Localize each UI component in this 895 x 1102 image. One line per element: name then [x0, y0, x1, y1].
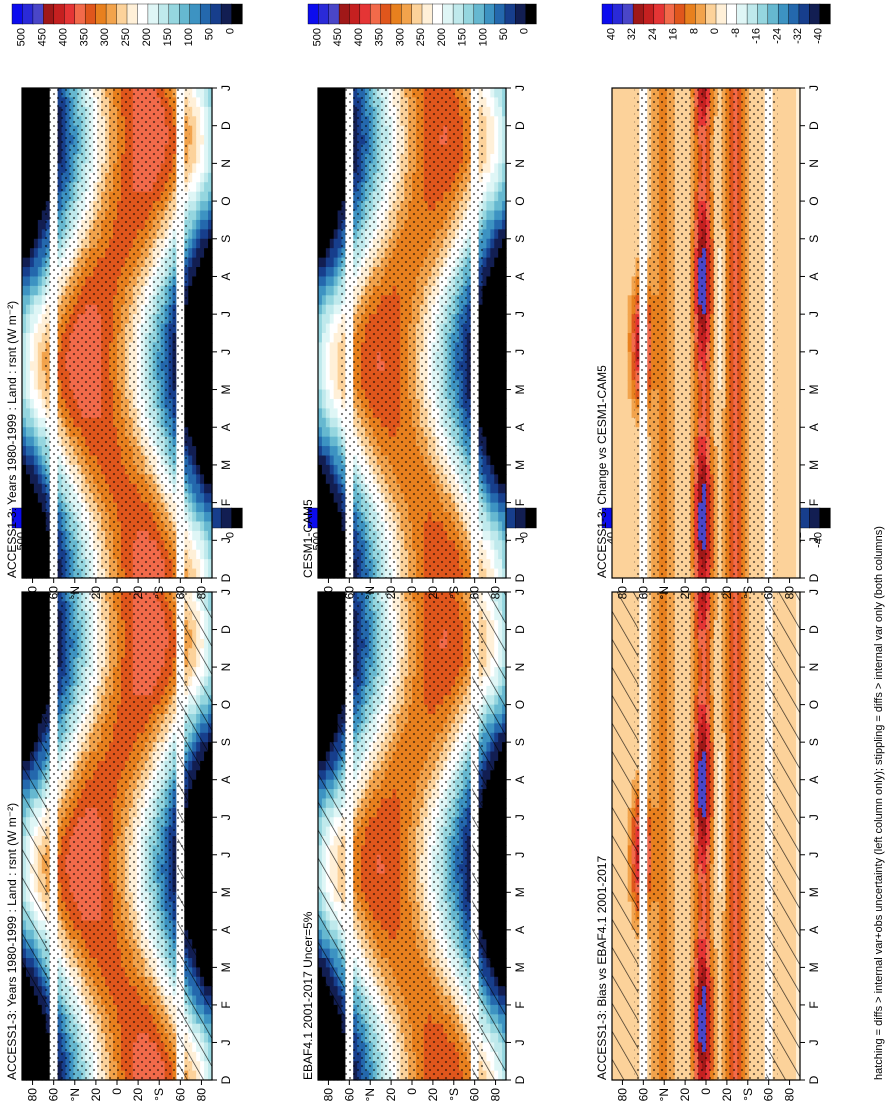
stippling-overlay [44, 592, 190, 1080]
month-tick-label: D [219, 1075, 233, 1084]
lat-tick-label: 20 [131, 1088, 145, 1102]
lat-tick-label: 0 [110, 1088, 124, 1095]
panel-title: ACCESS1-3: Years 1980-1999 : Land : rsnt… [5, 803, 19, 1080]
colorbar-swatch [220, 507, 233, 529]
month-tick-label: M [219, 887, 233, 897]
lat-tick-label: °N [68, 1088, 82, 1101]
month-tick-label: N [219, 663, 233, 672]
lat-tick-label: °S [152, 1088, 166, 1101]
month-tick-label: J [219, 1039, 233, 1045]
lat-tick-label: 60 [47, 1088, 61, 1102]
hatching-overlay [22, 592, 49, 1080]
panel-left-top: 80 60 °N 20 0 20 °S 60 80 D J F M A M J J A S O N D J ACCESS1-3… [5, 507, 243, 1102]
month-tick-label: J [219, 589, 233, 595]
hatching-overlay [177, 592, 212, 1080]
lat-tick-label: 60 [173, 1088, 187, 1102]
month-tick-label: D [219, 625, 233, 634]
lat-tick-label: 80 [194, 1088, 208, 1102]
month-tick-label: J [219, 852, 233, 858]
lat-tick-label: 80 [26, 1088, 40, 1102]
lat-tick-label: 20 [89, 1088, 103, 1102]
month-tick-label: S [219, 738, 233, 746]
colorbar-swatch [231, 507, 243, 529]
colorbar-tick-label: 0 [225, 532, 237, 538]
month-tick-label: A [219, 776, 233, 784]
month-tick-label: A [219, 926, 233, 934]
month-tick-label: F [219, 1001, 233, 1008]
month-tick-label: J [219, 814, 233, 820]
month-tick-label: O [219, 700, 233, 709]
month-tick-label: M [219, 962, 233, 972]
